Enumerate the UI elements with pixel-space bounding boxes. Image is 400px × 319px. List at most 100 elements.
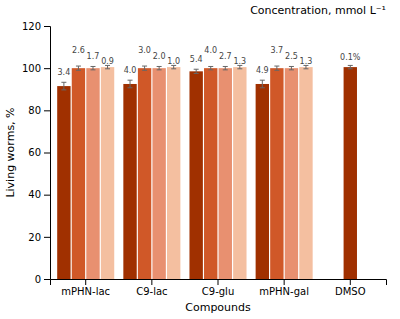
error-cap <box>260 87 265 88</box>
error-cap <box>128 87 133 88</box>
bar-label: 1.3 <box>233 57 246 66</box>
error-bar <box>274 66 279 70</box>
y-tick-label: 100 <box>22 63 41 74</box>
error-cap <box>208 69 213 70</box>
error-bar <box>223 66 228 69</box>
error-cap <box>223 66 228 67</box>
y-tick: 40 <box>28 189 50 200</box>
y-tick-mark <box>44 26 50 27</box>
y-tick: 100 <box>22 63 50 74</box>
bar <box>86 68 99 279</box>
x-tick-label: mPHN-lac <box>61 286 110 297</box>
title: Concentration, mmol L⁻¹ <box>250 4 386 17</box>
error-cap <box>105 68 110 69</box>
error-bar <box>142 66 147 70</box>
x-tick-label: C9-lac <box>136 286 167 297</box>
bar-label: 2.6 <box>72 46 85 55</box>
error-line <box>92 66 93 69</box>
bar-label: 3.7 <box>270 46 283 55</box>
bar <box>57 86 70 279</box>
y-axis-line <box>44 27 51 280</box>
x-axis: mPHN-lacC9-lacC9-glumPHN-galDMSO <box>51 279 387 297</box>
y-tick-mark <box>44 153 50 154</box>
error-bar <box>208 66 213 69</box>
error-cap <box>142 70 147 71</box>
bar-label: 4.0 <box>124 66 137 75</box>
y-axis-title: Living worms, % <box>4 107 17 197</box>
error-line <box>159 66 160 69</box>
error-line <box>144 66 145 70</box>
error-line <box>225 66 226 69</box>
bar <box>152 68 165 279</box>
error-cap <box>61 82 66 83</box>
y-tick-mark <box>44 279 50 280</box>
error-bar <box>128 80 133 88</box>
bar <box>189 71 202 279</box>
bar <box>219 68 232 279</box>
error-bar <box>348 65 353 68</box>
bar-label: 0.1% <box>340 53 361 62</box>
error-cap <box>260 80 265 81</box>
bar <box>72 68 85 279</box>
y-tick-mark <box>44 110 50 111</box>
error-line <box>196 69 197 73</box>
y-tick: 0 <box>35 274 50 285</box>
y-tick-label: 0 <box>35 274 41 285</box>
error-cap <box>76 66 81 67</box>
error-bar <box>76 66 81 70</box>
error-cap <box>208 66 213 67</box>
y-tick-label: 40 <box>28 189 41 200</box>
x-tick-mark <box>284 279 285 285</box>
bar-label: 4.9 <box>256 66 269 75</box>
bar-label: 2.5 <box>285 52 298 61</box>
bar <box>270 68 283 279</box>
error-cap <box>237 68 242 69</box>
error-cap <box>90 66 95 67</box>
error-line <box>210 66 211 69</box>
bar-label: 1.7 <box>87 52 100 61</box>
error-cap <box>90 69 95 70</box>
error-cap <box>303 68 308 69</box>
x-tick: C9-glu <box>202 279 234 297</box>
bar-label: 1.3 <box>300 57 313 66</box>
error-bar <box>194 69 199 73</box>
y-tick: 80 <box>28 105 50 116</box>
bar-label: 4.0 <box>204 46 217 55</box>
error-cap <box>289 69 294 70</box>
bar <box>204 68 217 279</box>
error-cap <box>274 66 279 67</box>
x-tick-mark <box>350 279 351 285</box>
error-cap <box>223 69 228 70</box>
y-tick: 60 <box>28 147 50 158</box>
error-cap <box>61 89 66 90</box>
bar-labels: 3.42.61.70.94.03.02.01.05.44.02.71.34.93… <box>58 46 361 77</box>
x-tick: mPHN-gal <box>259 279 309 297</box>
y-tick: 20 <box>28 232 50 243</box>
x-tick-mark <box>151 279 152 285</box>
error-cap <box>348 65 353 66</box>
bar-label: 2.0 <box>153 52 166 61</box>
y-tick-label: 80 <box>28 105 41 116</box>
bar-label: 3.0 <box>138 46 151 55</box>
y-tick-mark <box>44 237 50 238</box>
x-tick: C9-lac <box>136 279 167 297</box>
bar <box>299 67 312 279</box>
error-cap <box>76 70 81 71</box>
bar <box>233 67 246 279</box>
y-tick-label: 20 <box>28 232 41 243</box>
bar <box>138 68 151 279</box>
error-line <box>262 80 263 88</box>
x-tick-mark <box>218 279 219 285</box>
y-tick: 120 <box>22 21 50 32</box>
bar <box>167 67 180 279</box>
bar-label: 2.7 <box>219 52 232 61</box>
error-line <box>276 66 277 70</box>
error-bar <box>157 66 162 69</box>
error-line <box>63 82 64 90</box>
error-cap <box>194 69 199 70</box>
error-cap <box>194 73 199 74</box>
error-cap <box>142 66 147 67</box>
error-line <box>78 66 79 70</box>
x-axis-title: Compounds <box>185 301 251 314</box>
bar <box>101 67 114 279</box>
